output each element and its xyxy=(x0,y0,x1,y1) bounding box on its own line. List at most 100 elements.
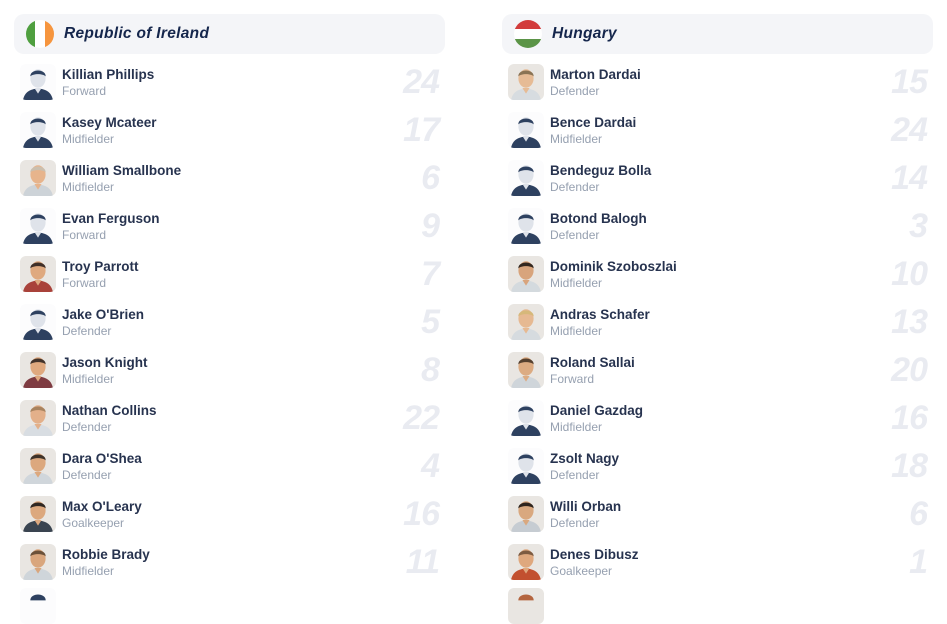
player-position: Goalkeeper xyxy=(550,563,613,578)
player-row[interactable]: Evan Ferguson Forward 9 xyxy=(14,202,445,250)
jersey-number: 14 xyxy=(891,159,928,197)
player-text: Zsolt Nagy Defender xyxy=(550,450,891,483)
player-row[interactable]: Daniel Gazdag Midfielder 16 xyxy=(502,394,933,442)
jersey-number: 11 xyxy=(405,543,440,581)
player-row[interactable]: Bence Dardai Midfielder 24 xyxy=(502,106,933,154)
player-row[interactable]: Killian Phillips Forward 24 xyxy=(14,58,445,106)
player-name: Jason Knight xyxy=(62,354,148,370)
player-row[interactable]: Nathan Collins Defender 22 xyxy=(14,394,445,442)
player-row[interactable]: Dominik Szoboszlai Midfielder 10 xyxy=(502,250,933,298)
jersey-number: 22 xyxy=(403,399,440,437)
player-name: Evan Ferguson xyxy=(62,210,160,226)
jersey-number: 1 xyxy=(909,543,928,581)
player-position: Defender xyxy=(62,323,112,338)
player-name: Roland Sallai xyxy=(550,354,635,370)
player-text: Max O'Leary Goalkeeper xyxy=(62,498,403,531)
player-name: Troy Parrott xyxy=(62,258,139,274)
player-avatar-icon xyxy=(508,588,544,624)
player-name: Bendeguz Bolla xyxy=(550,162,652,178)
player-name: Daniel Gazdag xyxy=(550,402,644,418)
player-text: Jake O'Brien Defender xyxy=(62,306,421,339)
player-text: Andras Schafer Midfielder xyxy=(550,306,891,339)
team-column-away: Hungary Marton Dardai xyxy=(502,14,933,624)
player-list-away: Marton Dardai Defender 15 xyxy=(502,58,933,586)
player-avatar-icon xyxy=(20,448,56,484)
player-text: Nathan Collins Defender xyxy=(62,402,403,435)
player-avatar-icon xyxy=(508,400,544,436)
jersey-number: 24 xyxy=(403,63,440,101)
player-position: Forward xyxy=(550,371,595,386)
player-row[interactable]: Roland Sallai Forward 20 xyxy=(502,346,933,394)
player-row[interactable]: Max O'Leary Goalkeeper 16 xyxy=(14,490,445,538)
player-avatar-icon xyxy=(508,64,544,100)
player-avatar-icon xyxy=(508,208,544,244)
player-avatar-icon xyxy=(508,544,544,580)
hungary-flag-icon xyxy=(514,20,542,48)
player-avatar-icon xyxy=(20,400,56,436)
player-avatar-icon xyxy=(508,352,544,388)
jersey-number: 4 xyxy=(421,447,440,485)
jersey-number: 13 xyxy=(891,303,928,341)
jersey-number: 5 xyxy=(421,303,440,341)
player-position: Goalkeeper xyxy=(62,515,125,530)
player-position: Midfielder xyxy=(62,563,115,578)
jersey-number: 17 xyxy=(403,111,440,149)
player-name: Killian Phillips xyxy=(62,66,155,82)
player-name: Nathan Collins xyxy=(62,402,157,418)
player-row[interactable]: Troy Parrott Forward 7 xyxy=(14,250,445,298)
player-row[interactable]: Robbie Brady Midfielder 11 xyxy=(14,538,445,586)
player-text: Kasey Mcateer Midfielder xyxy=(62,114,403,147)
player-row[interactable]: William Smallbone Midfielder 6 xyxy=(14,154,445,202)
player-position: Midfielder xyxy=(62,131,115,146)
player-avatar-icon xyxy=(20,496,56,532)
player-avatar-icon xyxy=(20,588,56,624)
player-avatar-icon xyxy=(20,256,56,292)
player-row[interactable]: Denes Dibusz Goalkeeper 1 xyxy=(502,538,933,586)
player-row[interactable]: Jason Knight Midfielder 8 xyxy=(14,346,445,394)
player-row[interactable]: Dara O'Shea Defender 4 xyxy=(14,442,445,490)
player-position: Defender xyxy=(550,227,600,242)
player-name: Max O'Leary xyxy=(62,498,142,514)
player-row[interactable]: Willi Orban Defender 6 xyxy=(502,490,933,538)
player-row[interactable]: Marton Dardai Defender 15 xyxy=(502,58,933,106)
player-row[interactable]: Jake O'Brien Defender 5 xyxy=(14,298,445,346)
player-position: Midfielder xyxy=(550,419,603,434)
player-row[interactable]: Andras Schafer Midfielder 13 xyxy=(502,298,933,346)
player-text: Bendeguz Bolla Defender xyxy=(550,162,891,195)
player-name: Kasey Mcateer xyxy=(62,114,157,130)
ireland-flag-icon xyxy=(26,20,54,48)
player-position: Defender xyxy=(62,419,112,434)
player-text: Roland Sallai Forward xyxy=(550,354,891,387)
player-name: Denes Dibusz xyxy=(550,546,639,562)
player-row[interactable]: Zsolt Nagy Defender 18 xyxy=(502,442,933,490)
team-column-home: Republic of Ireland Killian Phil xyxy=(14,14,445,624)
player-position: Defender xyxy=(550,83,600,98)
team-header-home: Republic of Ireland xyxy=(14,14,445,54)
player-position: Defender xyxy=(550,515,600,530)
player-row[interactable]: Kasey Mcateer Midfielder 17 xyxy=(14,106,445,154)
player-position: Midfielder xyxy=(550,323,603,338)
player-text: Marton Dardai Defender xyxy=(550,66,891,99)
player-text: Willi Orban Defender xyxy=(550,498,909,531)
player-text: Troy Parrott Forward xyxy=(62,258,421,291)
player-avatar-icon xyxy=(20,64,56,100)
player-text: Denes Dibusz Goalkeeper xyxy=(550,546,909,579)
player-text: Daniel Gazdag Midfielder xyxy=(550,402,891,435)
player-name: Bence Dardai xyxy=(550,114,637,130)
player-avatar-icon xyxy=(508,304,544,340)
team-header-away: Hungary xyxy=(502,14,933,54)
jersey-number: 18 xyxy=(891,447,928,485)
player-position: Forward xyxy=(62,83,107,98)
player-position: Forward xyxy=(62,275,107,290)
player-avatar-icon xyxy=(508,496,544,532)
player-row[interactable]: Botond Balogh Defender 3 xyxy=(502,202,933,250)
lineups-board: Republic of Ireland Killian Phil xyxy=(14,14,933,624)
player-text: Dara O'Shea Defender xyxy=(62,450,421,483)
player-position: Midfielder xyxy=(550,131,603,146)
player-position: Defender xyxy=(62,467,112,482)
jersey-number: 24 xyxy=(891,111,928,149)
jersey-number: 9 xyxy=(421,207,440,245)
team-name-away: Hungary xyxy=(552,25,617,42)
player-text: Bence Dardai Midfielder xyxy=(550,114,891,147)
player-row[interactable]: Bendeguz Bolla Defender 14 xyxy=(502,154,933,202)
